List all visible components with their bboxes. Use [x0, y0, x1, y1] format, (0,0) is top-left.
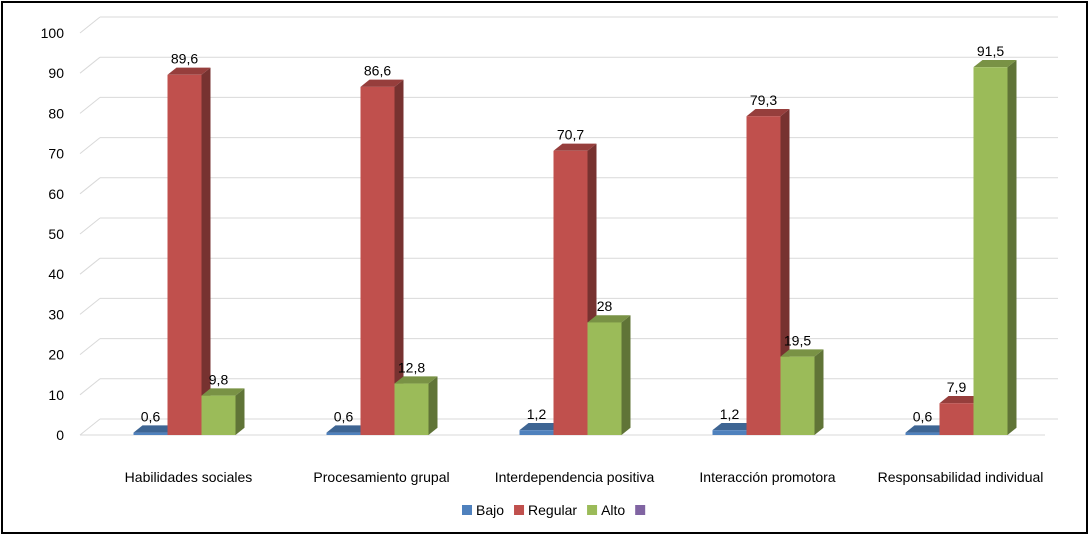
bar-side [394, 79, 404, 435]
bar-top [167, 67, 211, 75]
data-label: 19,5 [784, 332, 811, 348]
data-label: 70,7 [557, 127, 584, 143]
y-tick-label: 70 [48, 146, 64, 162]
bar-regular [167, 74, 202, 436]
y-tick-label: 40 [48, 266, 64, 282]
legend-label: Regular [528, 502, 577, 518]
gridline-depth [79, 16, 101, 34]
legend-label: Bajo [476, 502, 504, 518]
bar-side [814, 349, 824, 435]
y-axis: 0 10 20 30 40 50 60 70 80 90 100 [41, 25, 65, 443]
bar-top [326, 425, 370, 433]
bar-side [1007, 59, 1017, 435]
data-label: 12,8 [398, 359, 425, 375]
y-tick-label: 90 [48, 65, 64, 81]
bar-top [201, 388, 245, 396]
data-label: 91,5 [977, 43, 1004, 59]
y-tick-label: 50 [48, 226, 64, 242]
y-tick-label: 10 [48, 387, 64, 403]
gridline-depth [79, 418, 101, 436]
gridline-depth [79, 257, 101, 275]
legend-swatch [587, 505, 598, 515]
legend-label: Alto [601, 502, 625, 518]
data-label: 0,6 [913, 408, 933, 424]
gridline-depth [79, 137, 101, 154]
bar-bajo [133, 432, 168, 435]
bar-top [553, 143, 597, 151]
gridline-depth [79, 217, 101, 235]
legend-swatch [462, 505, 472, 515]
bar-regular [939, 403, 974, 435]
bar-side [428, 376, 438, 435]
bar-top [360, 79, 404, 87]
bar-regular [746, 116, 781, 436]
bar-bajo [905, 432, 940, 435]
bar-top [746, 109, 790, 117]
bar-regular [360, 86, 395, 436]
bar-top [780, 349, 824, 357]
bar-regular [553, 150, 588, 435]
bar-bajo [326, 432, 361, 435]
bar-alto [973, 67, 1008, 436]
gridline-depth [79, 338, 101, 355]
legend: Bajo Regular Alto [462, 502, 646, 518]
y-tick-label: 0 [56, 427, 64, 443]
data-label: 0,6 [141, 408, 161, 424]
data-label: 28 [597, 298, 613, 314]
x-axis: Habilidades sociales Procesamiento grupal… [125, 469, 1044, 485]
bar-top [133, 425, 177, 433]
x-category-label: Responsabilidad individual [878, 469, 1044, 485]
legend-swatch [635, 505, 646, 515]
data-label: 9,8 [209, 371, 229, 387]
bar-side [201, 67, 211, 435]
bar-alto [780, 356, 815, 435]
gridline-depth [79, 97, 101, 114]
bar-alto [587, 322, 622, 435]
y-tick-label: 20 [48, 347, 64, 363]
bar-bajo [519, 430, 554, 435]
y-tick-label: 60 [48, 186, 64, 202]
gridline-depth [79, 56, 101, 74]
x-category-label: Interdependencia positiva [495, 469, 655, 485]
x-category-label: Habilidades sociales [125, 469, 253, 485]
x-category-label: Interacción promotora [699, 469, 835, 485]
data-label: 89,6 [171, 51, 198, 67]
data-label: 1,2 [720, 406, 740, 422]
bar-alto [394, 383, 429, 435]
bar-side [235, 388, 245, 435]
bars-layer: 0,6 89,6 9,8 0,6 86,6 12,8 1,2 70,7 28 1,2 79,3 19,… [133, 43, 1017, 436]
data-label: 7,9 [947, 379, 967, 395]
bar-top [712, 422, 756, 431]
y-tick-label: 100 [41, 25, 65, 41]
data-label: 86,6 [364, 63, 391, 79]
data-label: 1,2 [527, 406, 547, 422]
bar-top [973, 59, 1017, 68]
bar-top [394, 376, 438, 384]
data-label: 79,3 [750, 92, 777, 108]
bar-side [621, 315, 631, 435]
bar-alto [201, 395, 236, 435]
bar-bajo [712, 430, 747, 435]
y-tick-label: 80 [48, 105, 64, 121]
gridline-depth [79, 298, 101, 315]
bar-top [939, 396, 983, 404]
bar-top [519, 422, 563, 431]
bar-top [905, 425, 949, 433]
gridline-depth [79, 177, 101, 195]
gridline-depth [79, 378, 101, 396]
x-category-label: Procesamiento grupal [313, 469, 449, 485]
data-label: 0,6 [334, 408, 354, 424]
legend-swatch [514, 505, 525, 515]
y-tick-label: 30 [48, 306, 64, 322]
bar-top [587, 315, 631, 323]
